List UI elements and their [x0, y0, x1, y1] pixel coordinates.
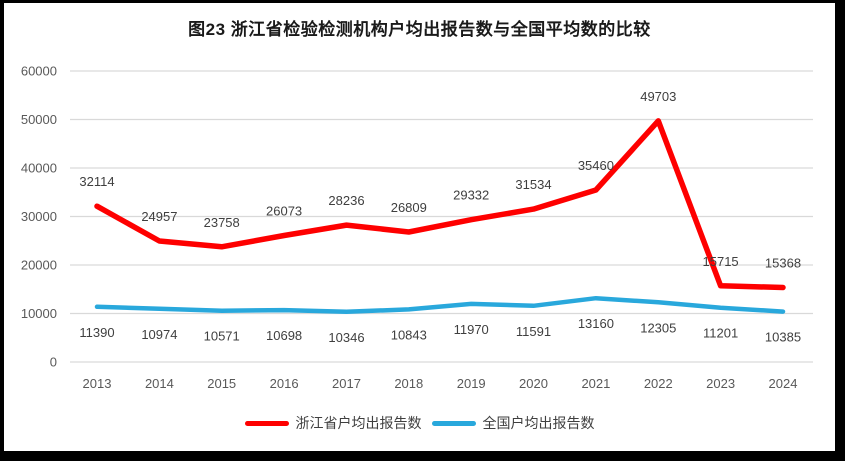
- data-label: 29332: [453, 188, 489, 203]
- data-label: 26809: [391, 200, 427, 215]
- data-label: 11201: [703, 326, 738, 341]
- data-label: 23758: [204, 215, 240, 230]
- data-label: 26073: [266, 204, 302, 219]
- data-label: 49703: [640, 89, 676, 104]
- x-tick-label: 2019: [457, 376, 486, 391]
- x-tick-label: 2016: [270, 376, 299, 391]
- data-label: 10571: [204, 329, 240, 344]
- data-label: 10698: [266, 328, 302, 343]
- legend-item-national: 全国户均出报告数: [431, 413, 595, 433]
- data-label: 28236: [328, 193, 364, 208]
- legend-label-national: 全国户均出报告数: [482, 415, 595, 431]
- x-tick-label: 2021: [581, 376, 610, 391]
- x-tick-label: 2023: [706, 376, 735, 391]
- x-tick-label: 2017: [332, 376, 361, 391]
- chart-canvas: 图23 浙江省检验检测机构户均出报告数与全国平均数的比较 0 10000 20000…: [4, 3, 835, 451]
- y-tick-label: 50000: [21, 112, 57, 127]
- data-label: 35460: [578, 158, 614, 173]
- data-label: 11591: [516, 324, 551, 339]
- y-tick-label: 60000: [21, 64, 57, 79]
- x-tick-label: 2020: [519, 376, 548, 391]
- chart-plot-area: 0 10000 20000 30000 40000 50000 60000 2013 2014 2…: [21, 64, 813, 391]
- legend-item-zhejiang: 浙江省户均出报告数: [244, 413, 422, 433]
- data-label: 15368: [765, 256, 801, 271]
- data-label: 13160: [578, 316, 614, 331]
- series-line-0: [94, 118, 786, 291]
- y-tick-label: 40000: [21, 161, 57, 176]
- data-label: 10346: [328, 330, 364, 345]
- data-label: 31534: [515, 177, 551, 192]
- series-line-1: [94, 295, 786, 315]
- national-line-swatch-icon: [431, 420, 476, 426]
- legend-label-zhejiang: 浙江省户均出报告数: [295, 415, 422, 431]
- x-tick-label: 2013: [83, 376, 112, 391]
- zhejiang-line-swatch-icon: [244, 420, 289, 426]
- data-label: 11390: [79, 325, 114, 340]
- chart-title: 图23 浙江省检验检测机构户均出报告数与全国平均数的比较: [188, 20, 651, 39]
- x-tick-label: 2018: [394, 376, 423, 391]
- data-label: 12305: [640, 320, 676, 335]
- y-tick-label: 30000: [21, 209, 57, 224]
- x-tick-label: 2022: [644, 376, 673, 391]
- data-label: 32114: [79, 174, 114, 189]
- data-label: 10385: [765, 330, 801, 345]
- y-tick-label: 0: [50, 355, 57, 370]
- data-label: 24957: [141, 209, 177, 224]
- y-tick-label: 20000: [21, 258, 57, 273]
- x-tick-label: 2014: [145, 376, 174, 391]
- x-tick-label: 2015: [207, 376, 236, 391]
- data-label: 10974: [141, 327, 177, 342]
- data-label: 10843: [391, 327, 427, 342]
- data-label: 11970: [454, 322, 489, 337]
- data-label: 15715: [703, 254, 739, 269]
- x-tick-label: 2024: [769, 376, 798, 391]
- chart-legend: 浙江省户均出报告数 全国户均出报告数: [4, 413, 835, 433]
- y-tick-label: 10000: [21, 306, 57, 321]
